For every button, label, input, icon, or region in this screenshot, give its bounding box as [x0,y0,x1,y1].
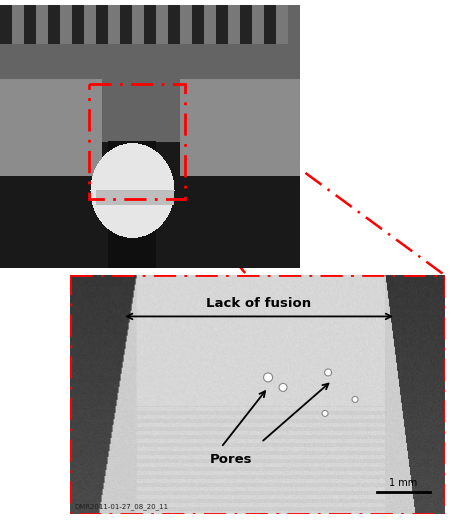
Circle shape [263,373,272,382]
Circle shape [324,369,331,376]
Circle shape [322,410,327,417]
Text: Pores: Pores [209,453,252,467]
Text: 1 mm: 1 mm [388,479,416,489]
Bar [88,84,184,199]
Circle shape [351,397,357,402]
Circle shape [278,383,286,391]
Text: Lack of fusion: Lack of fusion [206,297,311,310]
Text: DMR2011-01-27_08_20_11: DMR2011-01-27_08_20_11 [74,504,168,510]
